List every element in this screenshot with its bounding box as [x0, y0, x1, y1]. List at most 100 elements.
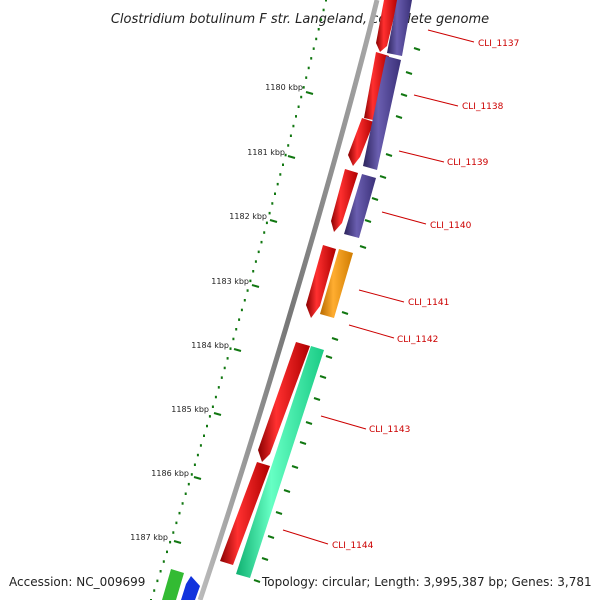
cds-arrow-CLI_1140[interactable]: [331, 169, 358, 232]
ruler-dot: [320, 18, 323, 21]
gene-label[interactable]: CLI_1140: [430, 221, 472, 231]
gene-label[interactable]: CLI_1138: [462, 102, 504, 112]
ruler-dot: [263, 231, 266, 234]
cds-purple-CLI_1137[interactable]: [387, 0, 412, 56]
ruler-dot: [156, 579, 159, 583]
ruler-dot: [166, 550, 168, 554]
ruler-tick-label: 1182 kbp: [229, 212, 267, 221]
ruler-dot: [268, 211, 271, 215]
genome-summary-label: Topology: circular; Length: 3,995,387 bp…: [261, 575, 592, 589]
ruler-dot: [254, 260, 257, 263]
ruler-dot: [190, 473, 193, 476]
inner-tick-marks: [253, 47, 421, 583]
cds-arrow-CLI_1143[interactable]: [258, 342, 310, 462]
gene-label[interactable]: CLI_1141: [408, 298, 449, 308]
ruler-dot: [206, 424, 208, 428]
ruler-dot: [252, 270, 255, 273]
ruler-tick-label: 1186 kbp: [151, 469, 189, 478]
ruler-dot: [153, 589, 156, 592]
ruler-dot: [287, 144, 290, 147]
ruler-dot: [284, 153, 287, 157]
gene-leader-lines: [282, 29, 475, 545]
ruler-major-tick: [233, 348, 242, 352]
ruler-major-tick: [173, 540, 182, 544]
ruler-dot: [159, 570, 162, 573]
ruler-dot: [249, 279, 252, 283]
cds-arrow-CLI_1141[interactable]: [306, 245, 336, 318]
cds-arrow-CLI_1137[interactable]: [376, 0, 398, 52]
accession-label: Accession: NC_009699: [9, 575, 145, 589]
ruler-dot: [232, 337, 235, 341]
ruler-major-tick: [193, 476, 202, 480]
ruler-dot: [246, 289, 249, 292]
cds-arrow-CLI_1138[interactable]: [364, 52, 389, 120]
ruler-dot: [292, 124, 295, 128]
ruler-dot: [169, 540, 172, 544]
cds-blue-partial[interactable]: [181, 576, 200, 600]
ruler-dot: [312, 47, 315, 50]
ruler-dot: [184, 492, 187, 495]
gene-label[interactable]: CLI_1137: [478, 39, 519, 49]
ruler-dot: [226, 357, 229, 360]
ruler-dot: [238, 318, 241, 321]
ruler-tick-label: 1185 kbp: [171, 405, 209, 414]
ruler-dot: [274, 192, 276, 195]
ruler-tick-label: 1181 kbp: [247, 148, 285, 157]
cds-arrow-CLI_1144[interactable]: [220, 462, 270, 565]
ruler-tick-label: 1187 kbp: [130, 533, 168, 542]
ruler-dot: [302, 86, 305, 89]
gene-label[interactable]: CLI_1139: [447, 158, 489, 168]
cds-purple-CLI_1138[interactable]: [363, 56, 401, 170]
forward-strand-track: [220, 0, 398, 565]
ruler-dot: [257, 250, 260, 254]
ruler-dot: [315, 37, 318, 41]
ruler-major-tick: [251, 284, 260, 288]
cds-purple-CLI_1140[interactable]: [344, 174, 376, 238]
ruler-major-tick: [287, 155, 296, 159]
ruler-tick-label: 1183 kbp: [211, 277, 249, 286]
ruler-dot: [223, 366, 226, 370]
ruler-dot: [282, 163, 284, 166]
ruler-tick-label: 1184 kbp: [191, 341, 229, 350]
ruler-tick-label: 1180 kbp: [265, 83, 303, 92]
ruler-dot: [240, 308, 243, 312]
reverse-strand-track: [162, 0, 412, 600]
ruler-dot: [220, 376, 223, 379]
ruler-major-tick: [269, 219, 278, 223]
ruler-dot: [317, 28, 320, 31]
ruler-dot: [199, 444, 202, 447]
ruler-dot: [211, 405, 214, 408]
cds-teal-CLI_1143[interactable]: [236, 346, 324, 578]
ruler-dot: [162, 560, 165, 563]
ruler-dot: [297, 105, 300, 108]
ruler-dot: [310, 57, 313, 60]
ruler-dot: [178, 511, 181, 515]
ruler-dot: [295, 115, 297, 118]
ruler-dot: [305, 76, 308, 79]
cds-arrow-CLI_1139[interactable]: [348, 118, 374, 166]
ruler-dot: [229, 347, 232, 350]
cds-orange-CLI_1142[interactable]: [320, 249, 353, 318]
gene-label[interactable]: CLI_1143: [369, 425, 410, 435]
ruler-dot: [300, 95, 303, 99]
ruler-dot: [243, 299, 246, 302]
ruler-dot: [208, 415, 211, 418]
ruler-dot: [193, 463, 196, 466]
ruler-dot: [187, 482, 190, 486]
ruler-tick-marks: [173, 91, 314, 544]
gene-label[interactable]: CLI_1142: [397, 335, 438, 345]
ruler-major-tick: [305, 91, 314, 95]
map-title: Clostridium botulinum F str. Langeland, …: [111, 12, 489, 27]
ruler-dot: [276, 182, 279, 186]
genome-backbone: [197, 0, 380, 600]
ruler-dot: [181, 502, 184, 505]
ruler-dot: [265, 221, 268, 225]
ruler-dot: [214, 395, 217, 399]
cds-green-partial[interactable]: [162, 569, 184, 600]
ruler-dot: [235, 328, 238, 331]
ruler-dot: [175, 521, 178, 525]
ruler-dot: [260, 240, 263, 244]
ruler-major-tick: [213, 412, 222, 416]
gene-label[interactable]: CLI_1144: [332, 541, 374, 551]
